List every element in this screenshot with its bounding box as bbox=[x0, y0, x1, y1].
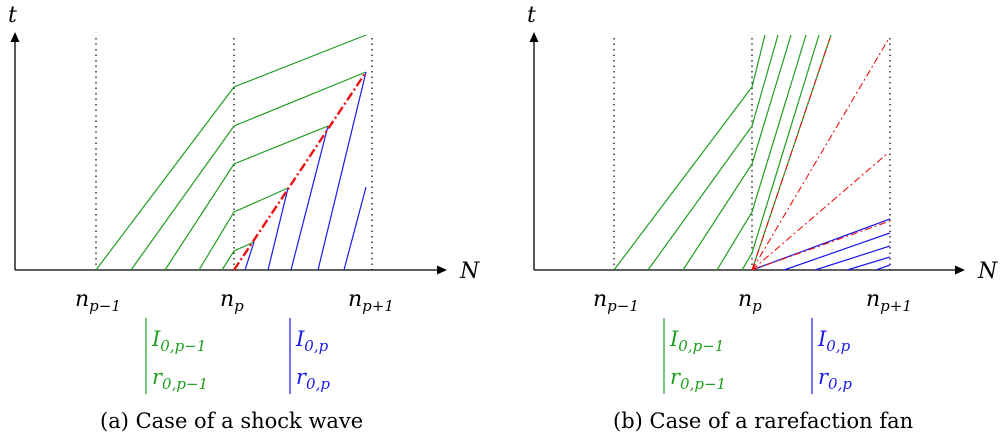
tick-np-1-a: np−1 bbox=[75, 287, 121, 315]
t-axis-arrow-a bbox=[10, 32, 20, 42]
green-characteristic-a-3 bbox=[164, 125, 329, 271]
green-characteristic-b-3 bbox=[682, 34, 792, 271]
green-characteristic-b-5 bbox=[741, 34, 820, 271]
green-characteristic-b-2 bbox=[647, 34, 779, 271]
caption-b: (b) Case of a rarefaction fan bbox=[613, 409, 913, 433]
fan-ray-4 bbox=[751, 220, 891, 271]
n-label-b: N bbox=[977, 259, 998, 284]
tick-np-b: np bbox=[738, 287, 762, 315]
blue-characteristic-b-3 bbox=[814, 245, 891, 271]
green-characteristic-b-4 bbox=[716, 34, 807, 271]
panel-a: t N np−1 np np+1 I0,p−1 r0,p−1 I0,p r0,p… bbox=[8, 3, 480, 433]
blue-characteristic-b-4 bbox=[846, 256, 891, 271]
n-axis-arrow-a bbox=[437, 265, 447, 275]
legend-left-b-1: I0,p−1 bbox=[669, 327, 724, 355]
fan-ray-2 bbox=[751, 39, 889, 271]
legend-left-b-2: r0,p−1 bbox=[670, 365, 726, 393]
blue-characteristic-b-5 bbox=[875, 264, 891, 271]
legend-right-a-1: I0,p bbox=[295, 327, 329, 355]
green-characteristic-a-1 bbox=[95, 34, 367, 271]
tick-np+1-b: np+1 bbox=[866, 287, 912, 315]
t-label-a: t bbox=[8, 3, 17, 28]
blue-characteristic-a-2 bbox=[267, 187, 289, 271]
n-axis-arrow-b bbox=[955, 265, 965, 275]
legend-left-a-1: I0,p−1 bbox=[151, 327, 206, 355]
green-characteristic-a-4 bbox=[198, 187, 289, 271]
t-label-b: t bbox=[527, 3, 536, 28]
tick-np+1-a: np+1 bbox=[348, 287, 394, 315]
n-label-a: N bbox=[459, 259, 480, 284]
green-characteristic-a-2 bbox=[130, 71, 367, 271]
tick-np-1-b: np−1 bbox=[593, 287, 639, 315]
fan-ray-3 bbox=[751, 152, 889, 271]
blue-characteristic-b-1 bbox=[751, 218, 891, 271]
blue-characteristic-a-1 bbox=[244, 241, 255, 271]
legend-right-b-1: I0,p bbox=[817, 327, 851, 355]
green-characteristic-a-5 bbox=[221, 241, 255, 271]
legend-right-a-2: r0,p bbox=[296, 365, 330, 393]
legend-right-b-2: r0,p bbox=[818, 365, 852, 393]
tick-np-a: np bbox=[220, 287, 244, 315]
legend-left-a-2: r0,p−1 bbox=[152, 365, 208, 393]
panel-b: t N np−1 np np+1 I0,p−1 r0,p−1 I0,p bbox=[527, 3, 998, 433]
shock-wave-line bbox=[233, 71, 367, 271]
blue-characteristic-a-4 bbox=[317, 71, 367, 271]
t-axis-arrow-b bbox=[529, 32, 539, 42]
blue-characteristic-b-2 bbox=[783, 232, 891, 271]
blue-characteristic-a-3 bbox=[290, 125, 329, 271]
fan-ray-1 bbox=[751, 37, 831, 271]
blue-characteristic-a-5 bbox=[343, 186, 367, 271]
caption-a: (a) Case of a shock wave bbox=[100, 409, 363, 433]
green-characteristic-b-1 bbox=[613, 34, 766, 271]
